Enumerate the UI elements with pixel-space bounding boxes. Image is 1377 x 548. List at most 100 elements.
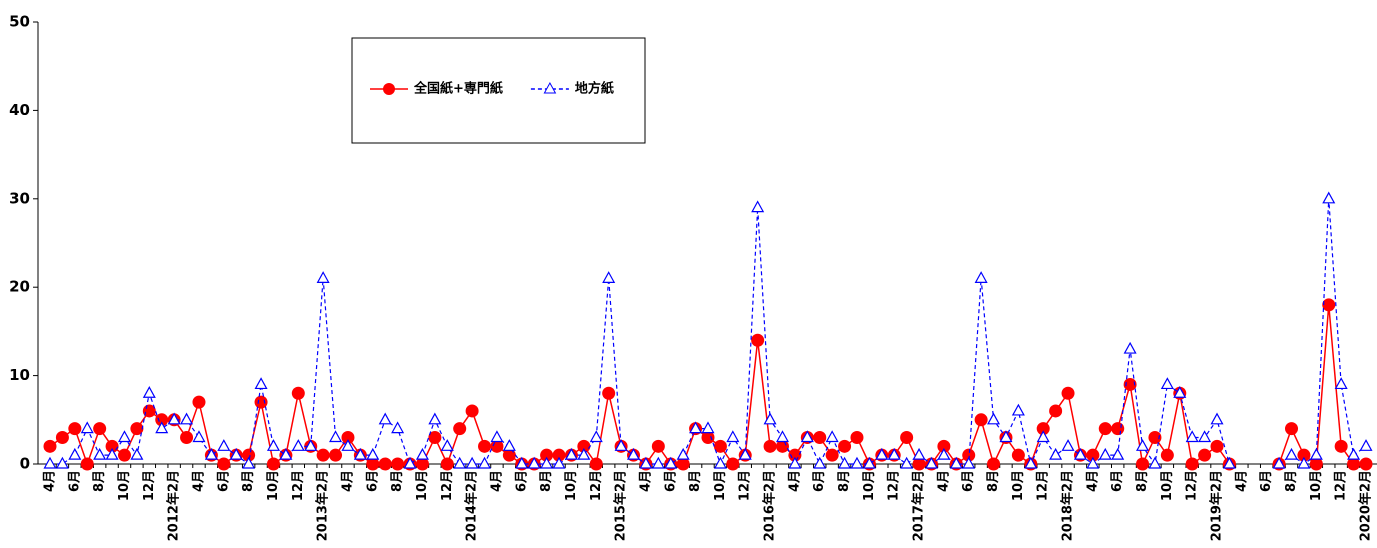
- x-tick-label: 2013年2月: [315, 470, 331, 541]
- point: [93, 447, 107, 460]
- point: [242, 448, 256, 462]
- point: [1322, 298, 1336, 312]
- point: [813, 456, 827, 469]
- point: [962, 448, 976, 462]
- x-tick-label: 12月: [738, 470, 753, 501]
- point: [1036, 430, 1050, 443]
- point: [68, 447, 82, 460]
- point: [850, 430, 864, 444]
- point: [117, 430, 132, 443]
- x-tick-label: 4月: [1085, 470, 1100, 492]
- point: [43, 439, 57, 453]
- x-tick-label: 8月: [688, 470, 703, 492]
- point: [341, 439, 355, 451]
- point: [825, 448, 839, 462]
- point: [366, 447, 380, 460]
- point: [987, 412, 1001, 425]
- point: [540, 448, 554, 462]
- x-tick-label: 4月: [638, 470, 653, 492]
- point: [453, 422, 467, 436]
- point: [366, 457, 380, 471]
- point: [1160, 377, 1174, 390]
- point: [974, 413, 988, 427]
- point: [1011, 448, 1025, 462]
- point: [105, 447, 119, 460]
- x-tick-label: 10月: [564, 470, 579, 501]
- point: [80, 457, 94, 471]
- point: [763, 412, 777, 425]
- point: [304, 439, 318, 451]
- point: [564, 447, 578, 460]
- point: [341, 430, 355, 444]
- x-tick-label: 10月: [415, 470, 430, 501]
- x-tick-label: 10月: [1309, 470, 1324, 501]
- point: [440, 457, 454, 471]
- x-tick-label: 2018年2月: [1060, 470, 1076, 541]
- point: [180, 412, 194, 425]
- x-tick-label: 2014年2月: [464, 470, 480, 541]
- point: [1049, 447, 1063, 460]
- point: [1359, 457, 1373, 471]
- point: [1123, 341, 1137, 354]
- point: [1359, 439, 1373, 451]
- point: [1148, 456, 1162, 469]
- point: [726, 457, 740, 471]
- point: [875, 447, 889, 460]
- point: [1222, 456, 1236, 469]
- x-tick-label: 12月: [887, 470, 902, 501]
- x-tick-label: 6月: [67, 470, 82, 492]
- x-tick-label: 8月: [539, 470, 554, 492]
- x-tick-label: 12月: [142, 470, 157, 501]
- x-tick-label: 6月: [1259, 470, 1274, 492]
- point: [626, 447, 641, 460]
- point: [751, 200, 765, 213]
- legend-label: 地方紙: [575, 81, 614, 97]
- point: [788, 456, 802, 469]
- y-tick-label: 40: [9, 101, 30, 119]
- point: [217, 457, 231, 471]
- x-tick-label: 10月: [117, 470, 132, 501]
- point: [428, 412, 442, 425]
- point: [651, 456, 665, 469]
- point: [453, 456, 467, 469]
- point: [1198, 448, 1212, 462]
- point: [291, 439, 305, 451]
- point: [155, 421, 169, 434]
- legend-marker: [543, 81, 557, 94]
- point: [1284, 447, 1299, 460]
- point: [912, 447, 926, 460]
- point: [937, 439, 951, 453]
- point: [900, 430, 914, 444]
- point: [999, 430, 1013, 443]
- legend-marker: [383, 83, 395, 95]
- point: [589, 430, 603, 443]
- point: [130, 447, 144, 460]
- point: [602, 386, 616, 400]
- x-tick-label: 2020年2月: [1358, 470, 1374, 541]
- point: [813, 430, 827, 444]
- x-tick-label: 6月: [365, 470, 380, 492]
- point: [887, 447, 901, 460]
- x-tick-label: 10月: [266, 470, 281, 501]
- point: [1334, 439, 1348, 453]
- point: [378, 412, 392, 425]
- point: [577, 439, 591, 453]
- point: [676, 457, 690, 471]
- point: [701, 430, 715, 444]
- x-tick-label: 8月: [837, 470, 852, 492]
- point: [676, 447, 690, 460]
- point: [639, 456, 653, 469]
- point: [428, 430, 442, 444]
- point: [1111, 447, 1125, 460]
- x-tick-label: 6月: [663, 470, 678, 492]
- point: [515, 456, 529, 469]
- point: [43, 456, 57, 469]
- point: [279, 447, 293, 460]
- legend-label: 全国紙+専門紙: [413, 81, 503, 97]
- point: [800, 430, 814, 443]
- point: [974, 271, 988, 283]
- point: [850, 456, 864, 469]
- x-tick-label: 8月: [390, 470, 405, 492]
- point: [664, 456, 678, 469]
- point: [1011, 403, 1025, 416]
